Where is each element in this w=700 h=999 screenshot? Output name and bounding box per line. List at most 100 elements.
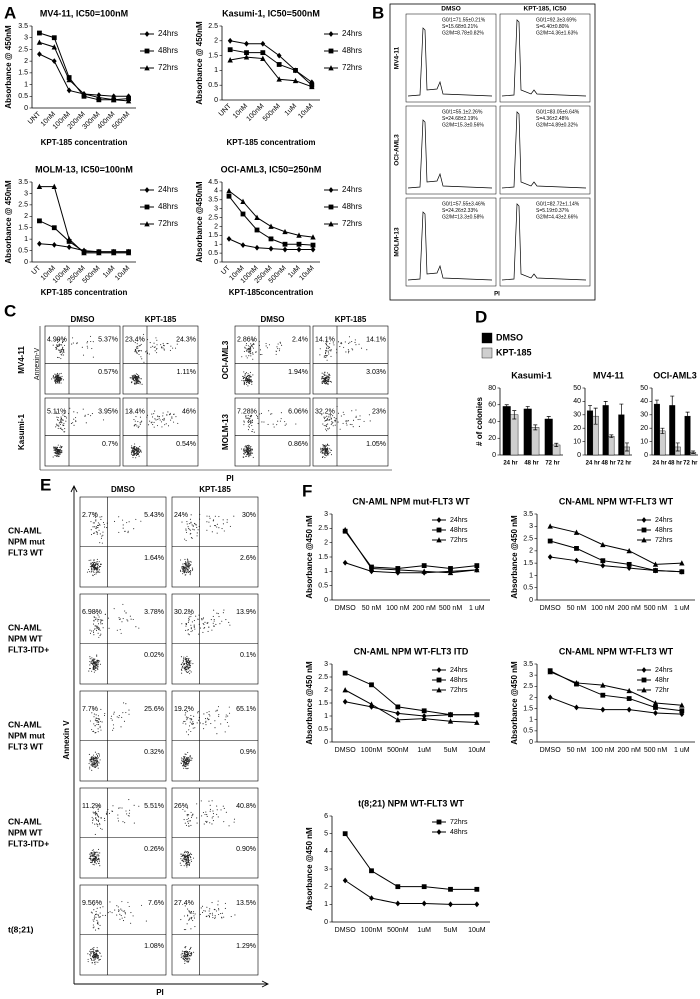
event-dot xyxy=(97,956,99,958)
event-dot xyxy=(65,417,68,419)
event-dot xyxy=(92,522,94,524)
event-dot xyxy=(185,562,188,564)
quadrant-percent: 0.1% xyxy=(240,652,256,659)
event-dot xyxy=(182,567,184,569)
marker xyxy=(447,718,454,724)
quadrant-percent: 23.4% xyxy=(125,336,145,343)
event-dot xyxy=(151,416,154,418)
event-dot xyxy=(284,424,286,426)
event-dot xyxy=(324,372,326,374)
event-dot xyxy=(188,567,190,569)
event-dot xyxy=(245,344,247,346)
event-dot xyxy=(186,862,188,864)
column-header: KPT-185 xyxy=(335,315,367,324)
event-dot xyxy=(52,344,54,346)
event-dot xyxy=(124,913,126,915)
event-dot xyxy=(97,820,100,823)
event-dot xyxy=(324,457,326,459)
event-dot xyxy=(187,953,189,956)
event-dot xyxy=(104,914,106,916)
marker xyxy=(227,57,233,63)
marker xyxy=(474,719,480,725)
event-dot xyxy=(324,355,327,357)
event-dot xyxy=(92,630,95,632)
event-dot xyxy=(159,419,161,421)
event-dot xyxy=(189,862,191,864)
event-dot xyxy=(92,919,94,921)
event-dot xyxy=(325,356,327,359)
event-dot xyxy=(121,917,123,919)
marker xyxy=(447,569,454,576)
event-dot xyxy=(186,567,188,569)
event-dot xyxy=(189,533,191,535)
event-dot xyxy=(96,533,98,535)
marker xyxy=(276,52,282,59)
event-dot xyxy=(186,719,188,721)
x-tick-label: 200 nM xyxy=(412,605,436,612)
event-dot xyxy=(154,418,156,420)
event-dot xyxy=(188,729,190,731)
event-dot xyxy=(189,665,191,667)
marker xyxy=(369,868,374,874)
phase-stat: G2/M=8.78±0.82% xyxy=(442,30,484,36)
event-dot xyxy=(201,815,203,817)
event-dot xyxy=(248,445,250,447)
event-dot xyxy=(57,341,59,343)
marker xyxy=(395,884,401,890)
marker xyxy=(276,76,282,82)
event-dot xyxy=(220,809,222,811)
event-dot xyxy=(99,635,101,637)
event-dot xyxy=(96,957,98,959)
y-tick-label: 2 xyxy=(324,884,328,891)
event-dot xyxy=(96,569,98,571)
event-dot xyxy=(325,379,327,382)
event-dot xyxy=(116,914,118,916)
event-dot xyxy=(216,709,218,711)
event-dot xyxy=(52,456,54,458)
event-dot xyxy=(224,719,226,721)
event-dot xyxy=(250,380,252,382)
y-tick-label: 1 xyxy=(529,717,533,724)
x-tick-label: DMSO xyxy=(335,747,357,754)
event-dot xyxy=(135,626,137,628)
event-dot xyxy=(206,712,208,714)
event-dot xyxy=(250,450,252,453)
event-dot xyxy=(185,670,187,672)
x-tick-label: 100nM xyxy=(361,927,383,934)
event-dot xyxy=(185,723,187,725)
y-tick-label: 40 xyxy=(488,418,496,425)
event-dot xyxy=(94,761,96,763)
event-dot xyxy=(326,424,328,426)
event-dot xyxy=(244,347,246,349)
event-dot xyxy=(183,662,185,664)
event-dot xyxy=(56,344,58,346)
event-dot xyxy=(185,862,187,865)
event-dot xyxy=(149,420,151,422)
event-dot xyxy=(98,761,100,763)
quadrant-percent: 32.2% xyxy=(315,408,335,415)
event-dot xyxy=(99,916,101,918)
event-dot xyxy=(151,421,153,423)
event-dot xyxy=(51,378,53,380)
event-dot xyxy=(94,811,96,814)
series-line xyxy=(549,670,682,712)
event-dot xyxy=(185,571,187,573)
event-dot xyxy=(212,615,214,618)
event-dot xyxy=(244,380,246,382)
event-dot xyxy=(249,352,251,354)
event-dot xyxy=(182,573,184,575)
event-dot xyxy=(327,454,329,456)
event-dot xyxy=(215,623,217,626)
event-dot xyxy=(91,569,93,571)
event-dot xyxy=(96,907,98,909)
series-line xyxy=(344,672,477,716)
event-dot xyxy=(327,347,330,349)
event-dot xyxy=(112,729,114,731)
event-dot xyxy=(111,810,113,812)
event-dot xyxy=(94,957,96,959)
event-dot xyxy=(200,618,203,620)
event-dot xyxy=(94,813,96,815)
event-dot xyxy=(91,670,93,672)
event-dot xyxy=(217,706,220,708)
event-dot xyxy=(97,862,100,865)
